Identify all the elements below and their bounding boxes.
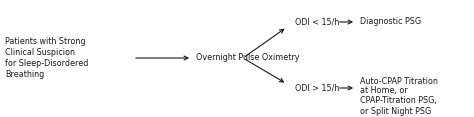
Text: or Split Night PSG: or Split Night PSG — [360, 106, 431, 115]
Text: Overnight Pulse Oximetry: Overnight Pulse Oximetry — [196, 53, 300, 62]
Text: at Home, or: at Home, or — [360, 86, 408, 95]
Text: Diagnostic PSG: Diagnostic PSG — [360, 18, 421, 26]
Text: ODI > 15/h: ODI > 15/h — [295, 84, 339, 93]
Text: Clinical Suspicion: Clinical Suspicion — [5, 48, 75, 57]
Text: for Sleep-Disordered: for Sleep-Disordered — [5, 59, 88, 68]
Text: Auto-CPAP Titration: Auto-CPAP Titration — [360, 77, 438, 86]
Text: ODI < 15/h: ODI < 15/h — [295, 18, 339, 26]
Text: Breathing: Breathing — [5, 70, 44, 79]
Text: Patients with Strong: Patients with Strong — [5, 37, 85, 46]
Text: CPAP-Titration PSG,: CPAP-Titration PSG, — [360, 97, 437, 106]
